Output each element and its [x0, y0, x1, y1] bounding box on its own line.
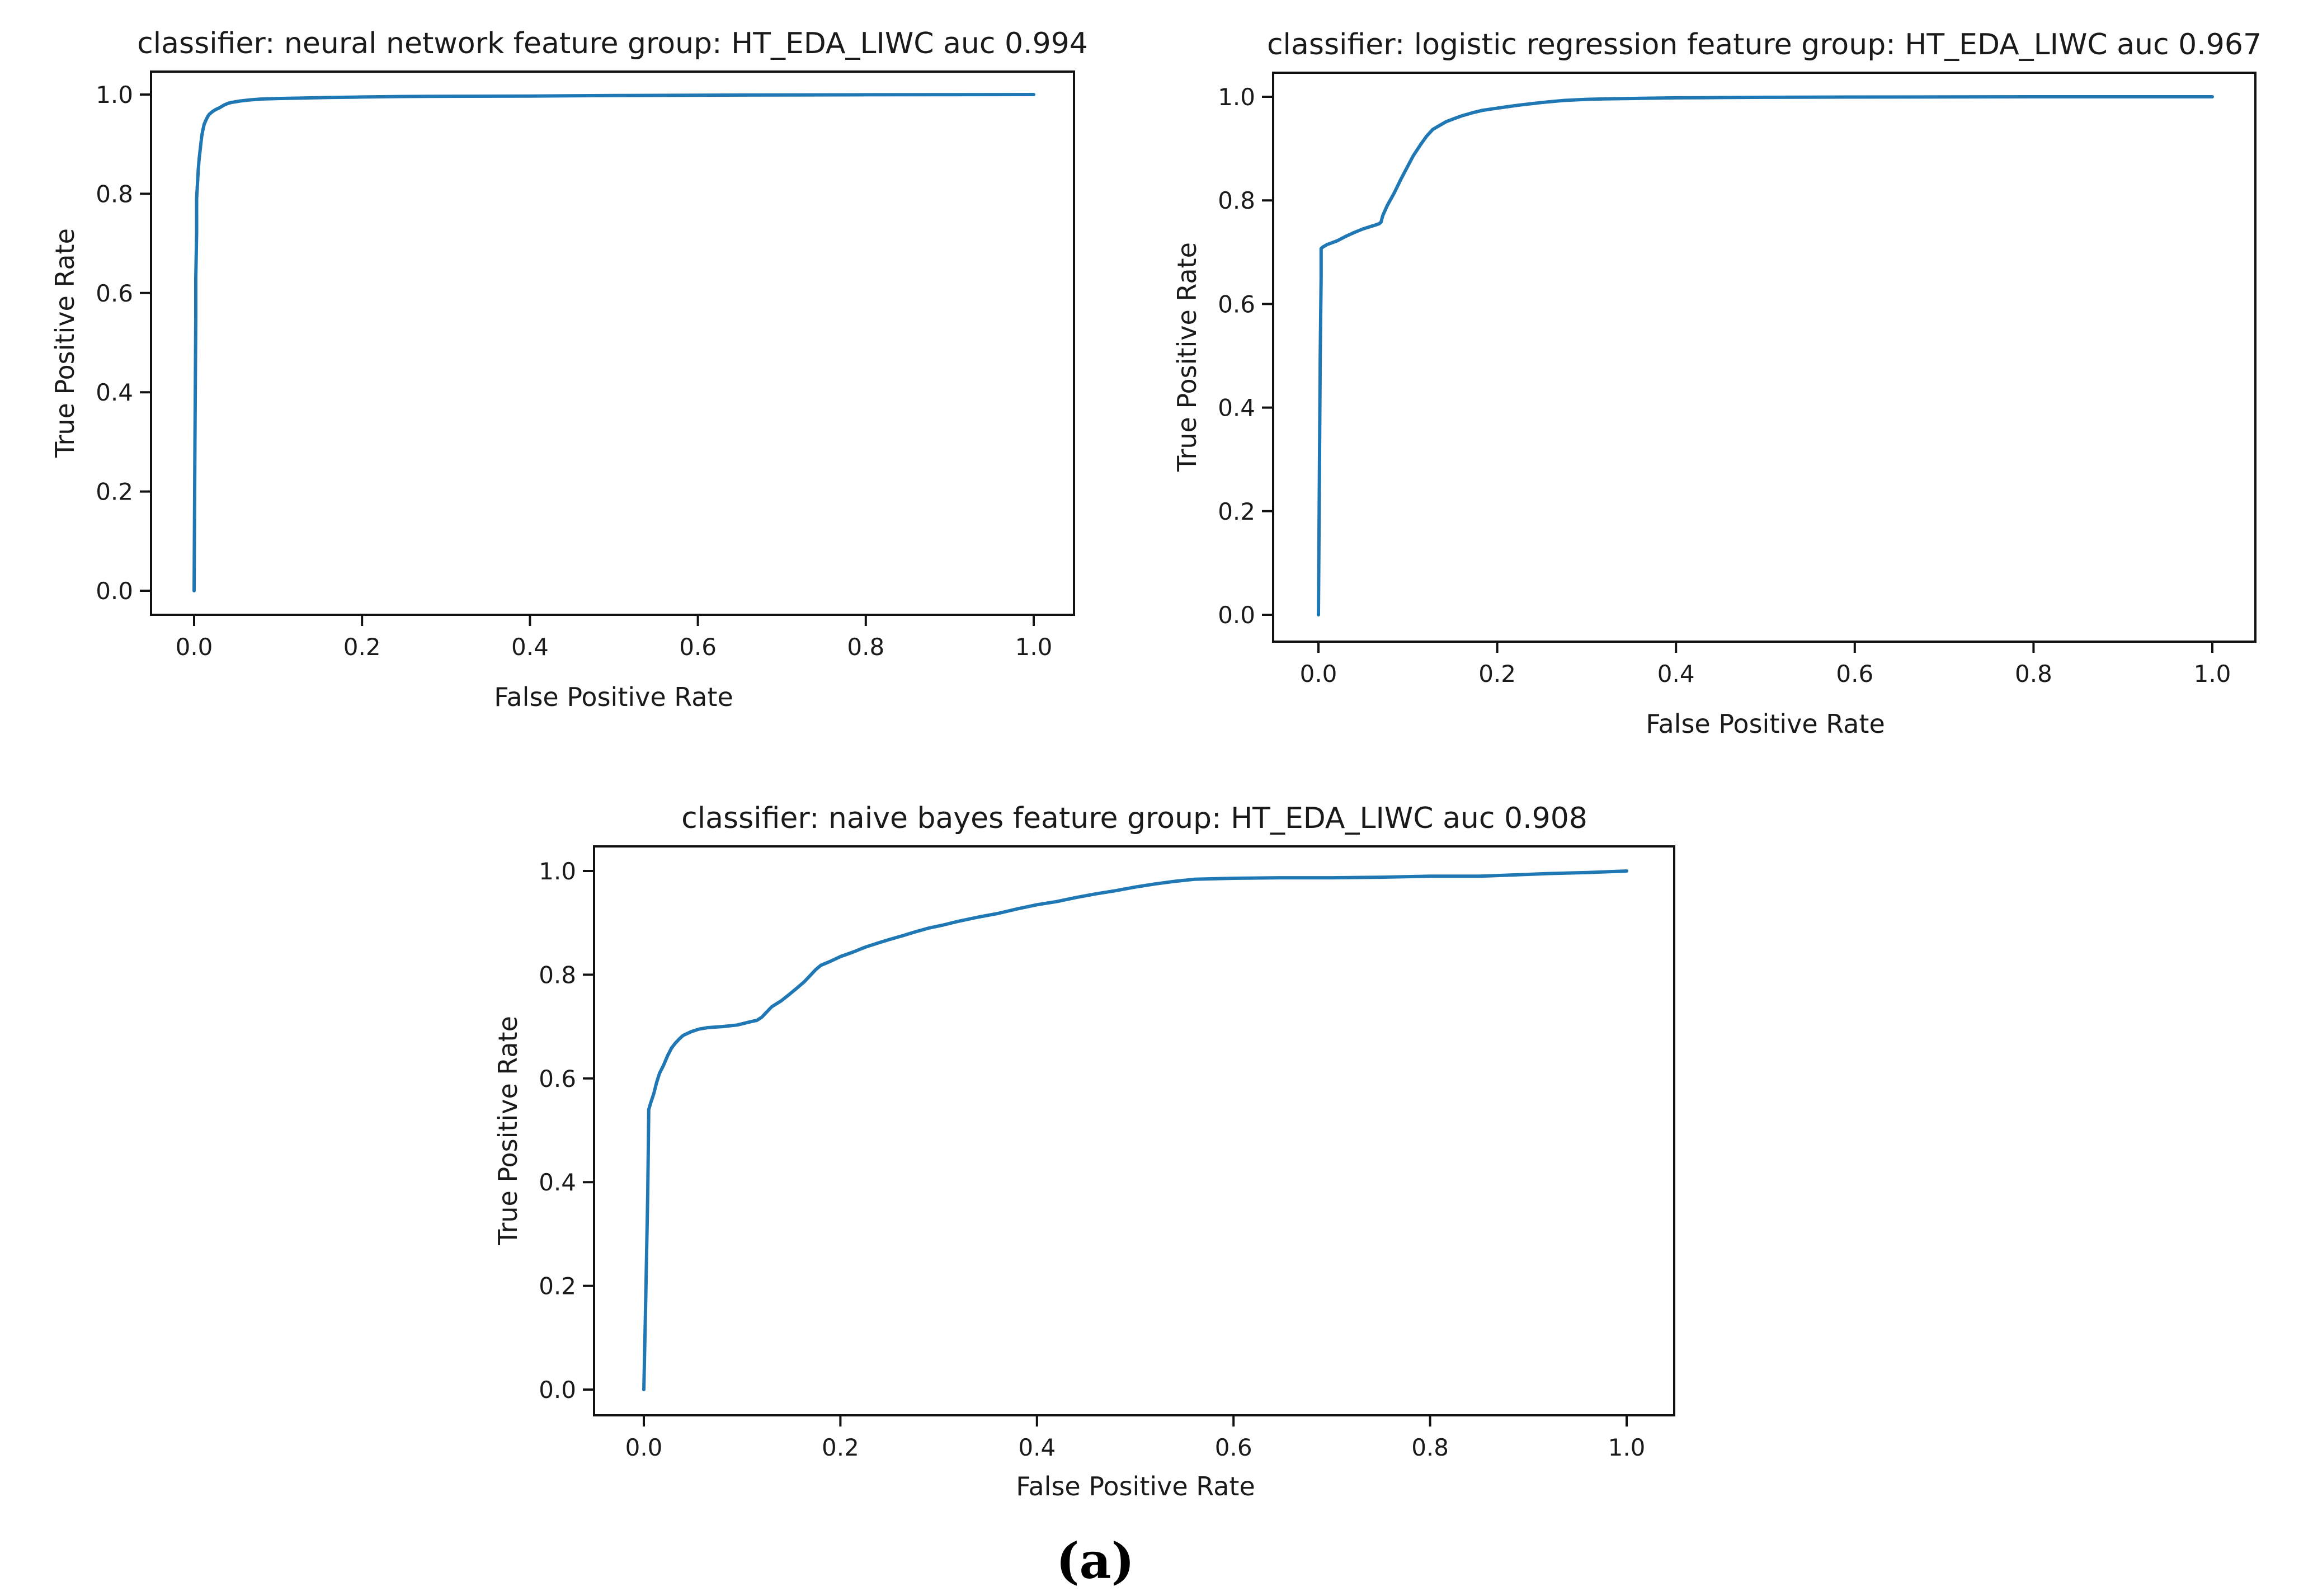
y-tick-label: 1.0 [539, 858, 576, 885]
roc-curve [642, 869, 1628, 1391]
y-tick-label: 0.6 [96, 280, 133, 307]
y-tick-label: 0.0 [539, 1376, 576, 1404]
roc-chart-logistic-regression: 0.0 0.2 0.4 0.6 0.8 1.0 0.0 0.2 0.4 0.6 0.8 1.0 cla… [1158, 9, 2313, 759]
x-axis-label: False Positive Rate [494, 682, 733, 712]
x-tick-label: 0.2 [822, 1434, 859, 1461]
x-tick-label: 0.4 [1018, 1434, 1056, 1461]
y-axis-label: True Positive Rate [1172, 242, 1202, 472]
x-tick-label: 0.0 [1300, 660, 1337, 688]
x-tick-label: 0.8 [2015, 660, 2052, 688]
chart-title: classifier: naive bayes feature group: H… [681, 802, 1587, 835]
roc-plot-area-naive-bayes: 0.0 0.2 0.4 0.6 0.8 1.0 0.0 0.2 0.4 0.6 0.8 1.0 [539, 845, 1675, 1461]
y-tick-label: 0.8 [539, 961, 576, 988]
roc-chart-neural-network: 0.0 0.2 0.4 0.6 0.8 1.0 0.0 0.2 0.4 0.6 0.8 1.0 cla… [22, 9, 1147, 719]
y-tick-label: 0.2 [539, 1273, 576, 1300]
x-tick-label: 1.0 [1608, 1434, 1646, 1461]
y-axis-label: True Positive Rate [493, 1016, 523, 1245]
y-tick-label: 0.4 [96, 379, 133, 406]
x-tick-label: 0.2 [1478, 660, 1516, 688]
y-tick-label: 0.8 [1218, 187, 1255, 214]
x-axis-label: False Positive Rate [1016, 1471, 1255, 1501]
y-tick-label: 0.8 [96, 180, 133, 208]
x-axis-label: False Positive Rate [1646, 709, 1885, 739]
y-tick-label: 0.0 [1218, 601, 1255, 629]
chart-title: classifier: neural network feature group… [137, 27, 1088, 60]
x-tick-label: 0.2 [343, 633, 381, 661]
y-tick-label: 0.0 [96, 577, 133, 605]
x-tick-label: 0.0 [176, 633, 213, 661]
y-tick-label: 0.2 [96, 478, 133, 506]
roc-plot-area-neural-network: 0.0 0.2 0.4 0.6 0.8 1.0 0.0 0.2 0.4 0.6 0.8 1.0 [96, 70, 1075, 661]
y-tick-label: 0.4 [1218, 394, 1255, 422]
roc-plot-area-logistic-regression: 0.0 0.2 0.4 0.6 0.8 1.0 0.0 0.2 0.4 0.6 0.8 1.0 [1218, 72, 2257, 688]
roc-chart-naive-bayes: 0.0 0.2 0.4 0.6 0.8 1.0 0.0 0.2 0.4 0.6 0.8 1.0 cla… [487, 787, 1706, 1501]
x-tick-label: 0.8 [847, 633, 884, 661]
x-tick-label: 0.6 [1836, 660, 1873, 688]
x-tick-label: 0.4 [1657, 660, 1695, 688]
y-tick-label: 1.0 [96, 81, 133, 109]
roc-curve [192, 93, 1035, 592]
axes-box [150, 70, 1075, 616]
roc-curve [1317, 95, 2214, 616]
y-tick-label: 0.6 [1218, 290, 1255, 318]
y-tick-label: 1.0 [1218, 83, 1255, 111]
y-tick-label: 0.6 [539, 1065, 576, 1093]
x-tick-label: 0.0 [625, 1434, 663, 1461]
y-tick-label: 0.2 [1218, 498, 1255, 525]
y-axis-label: True Positive Rate [50, 228, 80, 458]
figure-caption: (a) [1056, 1532, 1135, 1590]
y-tick-label: 0.4 [539, 1169, 576, 1196]
x-tick-label: 0.8 [1411, 1434, 1449, 1461]
x-tick-label: 1.0 [2194, 660, 2231, 688]
axes-box [593, 845, 1675, 1416]
chart-title: classifier: logistic regression feature … [1266, 28, 2262, 62]
x-tick-label: 1.0 [1015, 633, 1053, 661]
axes-box [1272, 72, 2257, 643]
x-tick-label: 0.4 [511, 633, 549, 661]
x-tick-label: 0.6 [1215, 1434, 1252, 1461]
x-tick-label: 0.6 [679, 633, 717, 661]
